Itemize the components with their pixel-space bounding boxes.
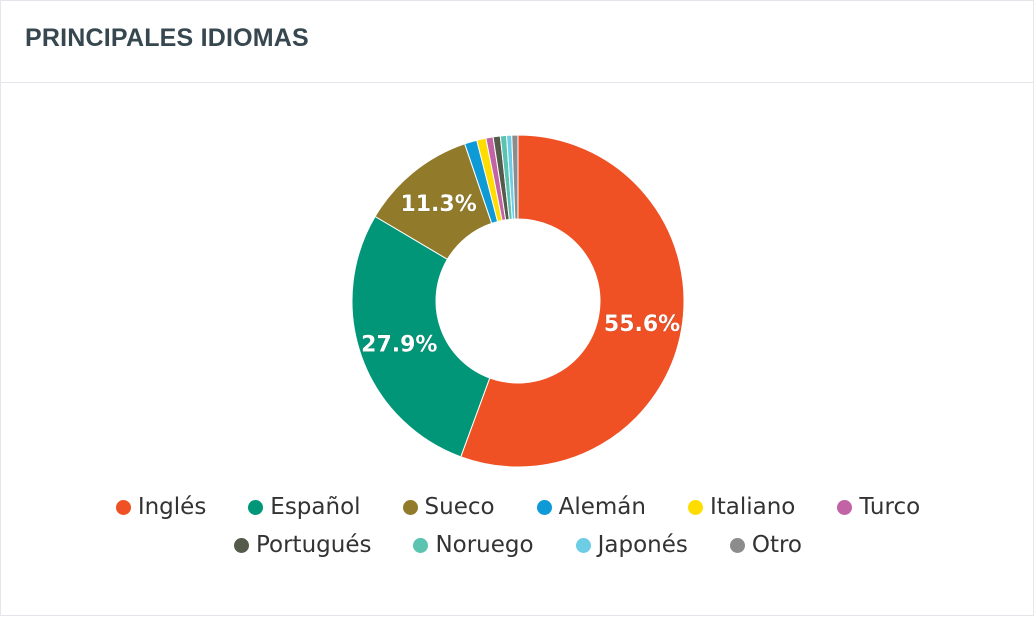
legend-item-espanol[interactable]: Español	[248, 494, 361, 520]
legend-label: Alemán	[558, 494, 646, 520]
donut-chart: 55.6% 27.9% 11.3% Inglés Español Sueco Alemán…	[1, 83, 1034, 617]
data-label-ingles: 55.6%	[604, 312, 680, 337]
legend-swatch	[536, 499, 552, 515]
legend-label: Portugués	[255, 532, 372, 558]
card-header: PRINCIPALES IDIOMAS	[1, 1, 1033, 83]
legend-row: Portugués Noruego Japonés Otro	[213, 526, 823, 564]
legend-item-italiano[interactable]: Italiano	[687, 494, 796, 520]
legend-item-ingles[interactable]: Inglés	[115, 494, 207, 520]
legend-label: Español	[270, 494, 361, 520]
legend-item-aleman[interactable]: Alemán	[536, 494, 646, 520]
slice-ingles[interactable]	[460, 134, 685, 468]
legend-item-turco[interactable]: Turco	[837, 494, 920, 520]
legend-swatch	[402, 499, 418, 515]
legend-item-portugues[interactable]: Portugués	[233, 532, 372, 558]
legend-label: Sueco	[424, 494, 495, 520]
legend-swatch	[575, 537, 591, 553]
legend-label: Japonés	[597, 532, 688, 558]
legend-label: Inglés	[137, 494, 207, 520]
data-label-sueco: 11.3%	[400, 192, 476, 217]
legend-swatch	[248, 499, 264, 515]
legend-swatch	[115, 499, 131, 515]
legend-label: Noruego	[435, 532, 534, 558]
legend-item-sueco[interactable]: Sueco	[402, 494, 495, 520]
legend-row: Inglés Español Sueco Alemán Italiano Turco	[95, 488, 941, 526]
slice-espanol[interactable]	[351, 215, 491, 458]
legend-item-noruego[interactable]: Noruego	[413, 532, 534, 558]
legend-item-otro[interactable]: Otro	[729, 532, 803, 558]
legend-label: Otro	[751, 532, 803, 558]
legend-swatch	[687, 499, 703, 515]
legend-label: Italiano	[709, 494, 796, 520]
legend-label: Turco	[859, 494, 921, 520]
legend-swatch	[413, 537, 429, 553]
legend-swatch	[837, 499, 853, 515]
chart-legend: Inglés Español Sueco Alemán Italiano Turco Por…	[1, 488, 1034, 564]
legend-item-japones[interactable]: Japonés	[575, 532, 688, 558]
legend-swatch	[729, 537, 745, 553]
data-label-espanol: 27.9%	[361, 332, 437, 357]
card-title: PRINCIPALES IDIOMAS	[25, 24, 309, 52]
donut-chart-svg: 55.6% 27.9% 11.3%	[351, 134, 685, 468]
slice-otro[interactable]	[511, 134, 519, 220]
legend-swatch	[233, 537, 249, 553]
